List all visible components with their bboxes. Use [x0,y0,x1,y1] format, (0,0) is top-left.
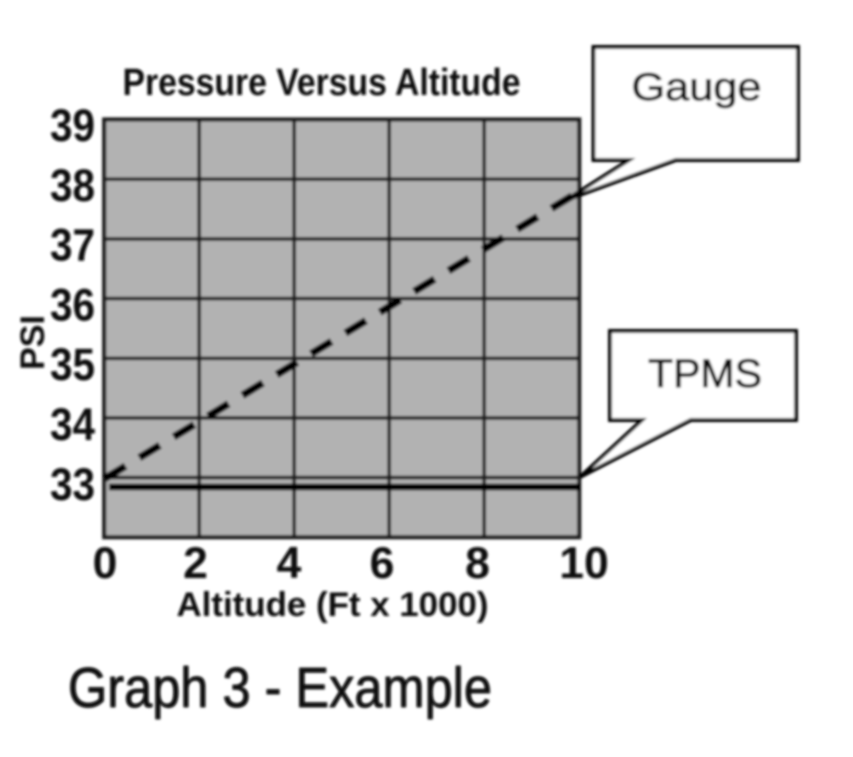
svg-text:Gauge: Gauge [632,66,762,109]
svg-text:36: 36 [50,279,95,330]
svg-text:TPMS: TPMS [648,352,762,396]
svg-text:4: 4 [277,539,302,588]
svg-text:6: 6 [370,539,395,588]
svg-text:35: 35 [50,339,95,390]
svg-text:PSI: PSI [14,315,52,370]
svg-text:33: 33 [50,459,95,510]
svg-text:8: 8 [465,539,490,588]
svg-text:10: 10 [559,539,609,588]
svg-text:38: 38 [50,160,95,211]
svg-text:2: 2 [183,539,208,588]
svg-text:Graph 3 - Example: Graph 3 - Example [68,656,492,720]
svg-text:34: 34 [50,399,95,450]
svg-text:39: 39 [50,100,95,151]
svg-text:37: 37 [50,220,95,271]
svg-text:Altitude (Ft x 1000): Altitude (Ft x 1000) [177,586,489,624]
svg-text:Pressure Versus Altitude: Pressure Versus Altitude [123,62,521,104]
svg-text:0: 0 [93,539,118,588]
